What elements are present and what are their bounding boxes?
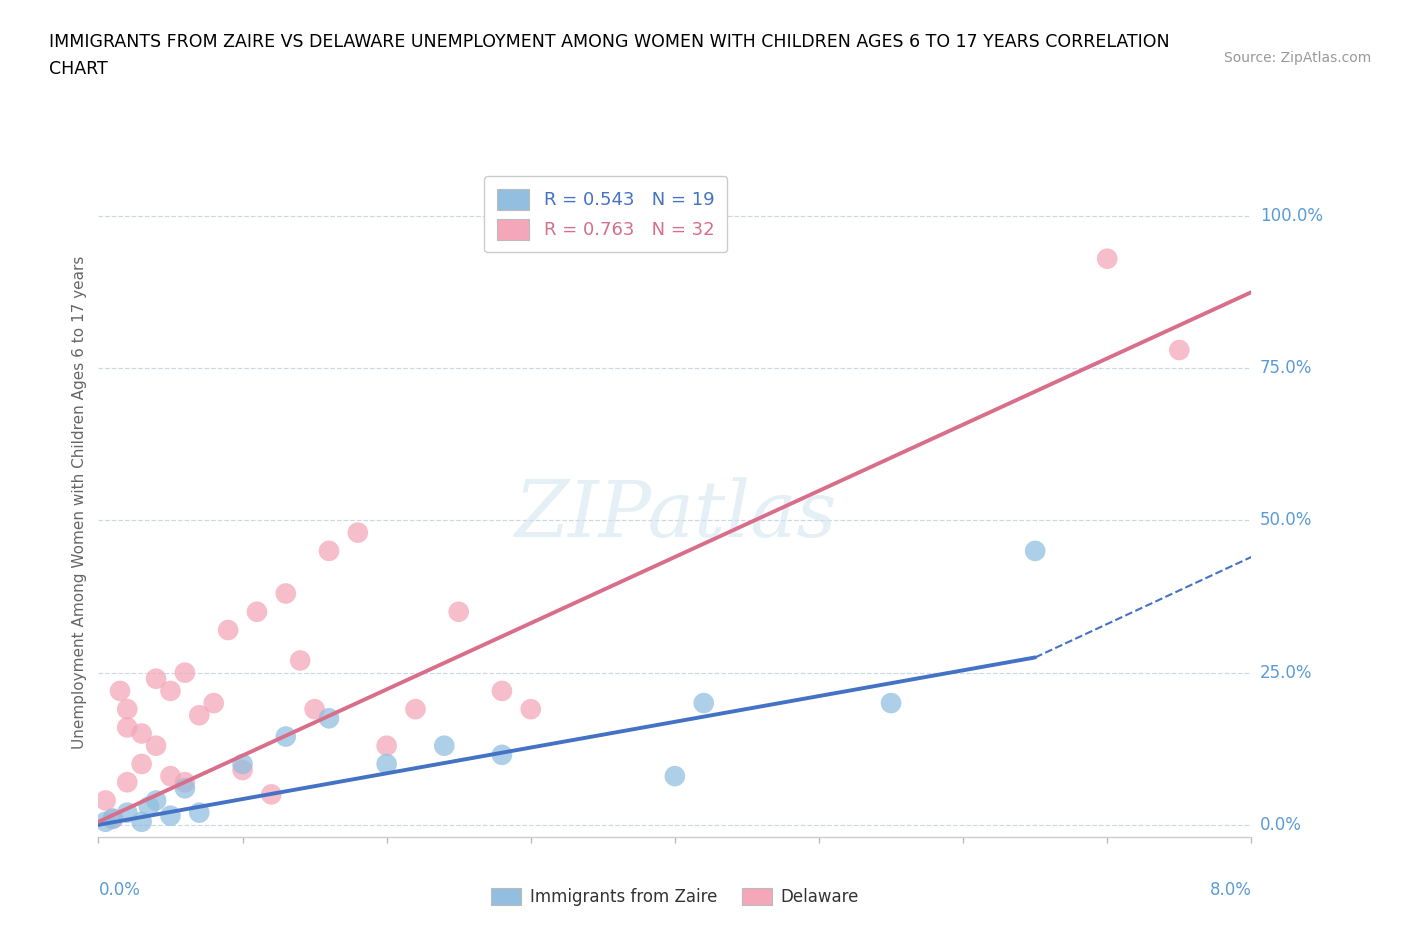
Text: 75.0%: 75.0% <box>1260 359 1312 378</box>
Point <box>260 787 283 802</box>
Point <box>174 665 197 680</box>
Point <box>202 696 225 711</box>
Point <box>145 738 167 753</box>
Point <box>159 808 181 823</box>
Point <box>131 726 153 741</box>
Point <box>159 769 181 784</box>
Point <box>880 696 903 711</box>
Text: 25.0%: 25.0% <box>1260 664 1312 682</box>
Point <box>433 738 456 753</box>
Text: 50.0%: 50.0% <box>1260 512 1312 529</box>
Point <box>405 702 427 717</box>
Point <box>117 805 138 820</box>
Point <box>274 729 297 744</box>
Point <box>447 604 470 619</box>
Point <box>375 738 398 753</box>
Point <box>346 525 368 540</box>
Point <box>108 684 131 698</box>
Text: IMMIGRANTS FROM ZAIRE VS DELAWARE UNEMPLOYMENT AMONG WOMEN WITH CHILDREN AGES 6 : IMMIGRANTS FROM ZAIRE VS DELAWARE UNEMPL… <box>49 33 1170 50</box>
Point <box>174 781 197 796</box>
Text: 0.0%: 0.0% <box>98 881 141 898</box>
Point <box>491 748 513 763</box>
Point <box>246 604 269 619</box>
Point <box>217 622 239 637</box>
Point <box>188 805 211 820</box>
Point <box>145 671 167 686</box>
Point <box>117 720 138 735</box>
Point <box>138 799 160 814</box>
Text: 100.0%: 100.0% <box>1260 207 1323 225</box>
Point <box>174 775 197 790</box>
Point <box>491 684 513 698</box>
Point <box>94 815 117 830</box>
Point <box>94 793 117 808</box>
Point <box>1097 251 1119 266</box>
Legend: R = 0.543   N = 19, R = 0.763   N = 32: R = 0.543 N = 19, R = 0.763 N = 32 <box>484 177 727 252</box>
Point <box>117 775 138 790</box>
Point <box>693 696 716 711</box>
Point <box>231 763 254 777</box>
Point <box>375 756 398 771</box>
Y-axis label: Unemployment Among Women with Children Ages 6 to 17 years: Unemployment Among Women with Children A… <box>72 256 87 749</box>
Point <box>318 543 340 558</box>
Point <box>231 756 254 771</box>
Text: 0.0%: 0.0% <box>1260 816 1302 834</box>
Point <box>117 702 138 717</box>
Point <box>188 708 211 723</box>
Point <box>519 702 541 717</box>
Point <box>304 702 326 717</box>
Point <box>318 711 340 725</box>
Point <box>131 756 153 771</box>
Point <box>1168 342 1191 357</box>
Point <box>290 653 312 668</box>
Text: Source: ZipAtlas.com: Source: ZipAtlas.com <box>1223 51 1371 65</box>
Point <box>101 811 124 826</box>
Legend: Immigrants from Zaire, Delaware: Immigrants from Zaire, Delaware <box>485 881 865 912</box>
Point <box>131 815 153 830</box>
Text: 8.0%: 8.0% <box>1209 881 1251 898</box>
Point <box>664 769 686 784</box>
Text: CHART: CHART <box>49 60 108 78</box>
Point <box>1024 543 1046 558</box>
Point <box>145 793 167 808</box>
Point <box>274 586 297 601</box>
Point <box>159 684 181 698</box>
Text: ZIPatlas: ZIPatlas <box>513 477 837 553</box>
Point <box>101 811 124 826</box>
